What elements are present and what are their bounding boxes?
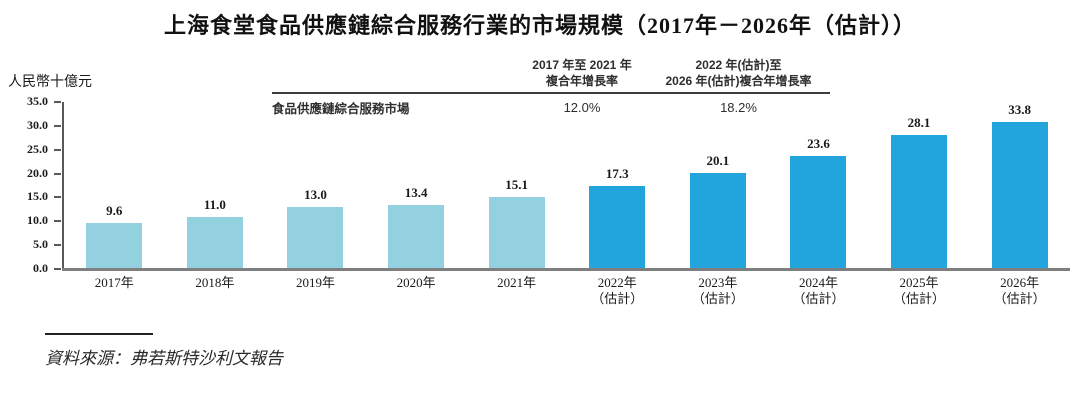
y-tick-label: 35.0: [27, 94, 48, 108]
bar-value-label: 9.6: [106, 203, 123, 218]
bar-series: 9.6 11.0 13.0 13.4 15.1 17.3 20.1 23.6 28.1 33.8: [64, 102, 1070, 269]
x-axis-line: [62, 268, 1070, 271]
bar: [86, 223, 143, 269]
y-tick-mark: [54, 196, 61, 198]
source-rule: [45, 333, 153, 335]
x-axis-category-label: 2019年: [295, 275, 335, 290]
y-tick-mark: [54, 268, 61, 270]
y-tick-label: 25.0: [27, 142, 48, 156]
bar-value-label: 15.1: [505, 177, 529, 192]
cagr-table-rule: [272, 92, 830, 95]
bar: [891, 135, 948, 269]
bar-value-label: 13.4: [404, 185, 428, 200]
y-tick-mark: [54, 125, 61, 127]
cagr-row-label: 食品供應鏈綜合服務市場: [272, 102, 410, 117]
y-tick-mark: [54, 101, 61, 103]
x-axis-category-label: 2023年 （估計）: [691, 275, 744, 307]
cagr-table-value-row: 食品供應鏈綜合服務市場 12.0% 18.2%: [272, 94, 830, 117]
x-axis-labels: 2017年 2018年 2019年 2020年 2021年 2022年 （估計） 2023年（…: [64, 275, 1070, 308]
source-note: 資料來源：弗若斯特沙利文報告: [45, 349, 283, 368]
cagr-value-2017-2021: 12.0%: [563, 100, 601, 116]
bar-value-label: 20.1: [706, 153, 730, 168]
bar-slot: 23.6: [768, 102, 869, 269]
y-tick-mark: [54, 173, 61, 175]
y-tick-mark: [54, 220, 61, 222]
bar-value-label: 23.6: [807, 136, 830, 151]
bar: [790, 156, 847, 269]
y-tick-label: 10.0: [27, 213, 48, 227]
bar: [689, 173, 746, 269]
bar: [991, 122, 1048, 269]
y-tick-label: 15.0: [27, 189, 48, 203]
x-axis-category-label: 2021年: [497, 275, 537, 290]
bar-slot: 17.3: [567, 102, 668, 269]
bar-slot: 9.6: [64, 102, 165, 269]
cagr-header-2022-2026: 2022 年(估計)至 2026 年(估計)複合年增長率: [665, 58, 812, 89]
bar: [186, 217, 243, 269]
bar-value-label: 28.1: [907, 115, 931, 130]
cagr-table-header-row: 2017 年至 2021 年複合年增長率 2022 年(估計)至 2026 年(估…: [272, 57, 830, 92]
bar-slot: 13.4: [366, 102, 467, 269]
bar: [388, 205, 445, 269]
cagr-value-2022-2026: 18.2%: [720, 100, 757, 116]
bar-value-label: 11.0: [203, 197, 226, 212]
plot-area: 35.0 30.0 25.0 20.0 15.0 10.0 5.0 0.0: [27, 94, 1068, 275]
cagr-table: 2017 年至 2021 年複合年增長率 2022 年(估計)至 2026 年(估…: [272, 57, 830, 117]
x-axis-category-label: 2017年: [94, 275, 134, 290]
y-axis-line: [62, 102, 64, 269]
y-tick-mark: [54, 244, 61, 246]
bar-slot: 11.0: [165, 102, 266, 269]
y-tick-mark: [54, 149, 61, 151]
bar: [287, 207, 344, 269]
bar-slot: 15.1: [466, 102, 567, 269]
cagr-header-2017-2021: 2017 年至 2021 年複合年增長率: [532, 58, 632, 89]
y-tick-label: 0.0: [33, 261, 48, 275]
x-axis-category-label: 2020年: [396, 275, 436, 290]
x-axis-category-label: 2018年: [195, 275, 235, 290]
x-axis-category-label: 2024年 （估計）: [792, 275, 845, 307]
y-tick-label: 30.0: [27, 118, 48, 132]
bar-slot: 33.8: [969, 102, 1070, 269]
bar-value-label: 33.8: [1008, 102, 1032, 117]
y-tick-label: 20.0: [27, 166, 48, 180]
bar-slot: 13.0: [265, 102, 366, 269]
x-axis-category-label: 2026年 （估計）: [993, 275, 1046, 307]
y-tick-label: 5.0: [33, 237, 48, 251]
bar-slot: 28.1: [869, 102, 970, 269]
y-axis-unit-label: 人民幣十億元: [8, 75, 92, 90]
x-axis-category-label: 2025年 （估計）: [893, 275, 946, 307]
bar: [488, 197, 545, 269]
bar-value-label: 13.0: [304, 187, 327, 202]
bar-value-label: 17.3: [605, 166, 629, 181]
bar-slot: 20.1: [668, 102, 769, 269]
bar: [589, 186, 646, 269]
x-axis-category-label: 2022年 （估計）: [591, 275, 644, 307]
chart-title: 上海食堂食品供應鏈綜合服務行業的市場規模（2017年－2026年（估計））: [163, 13, 916, 38]
